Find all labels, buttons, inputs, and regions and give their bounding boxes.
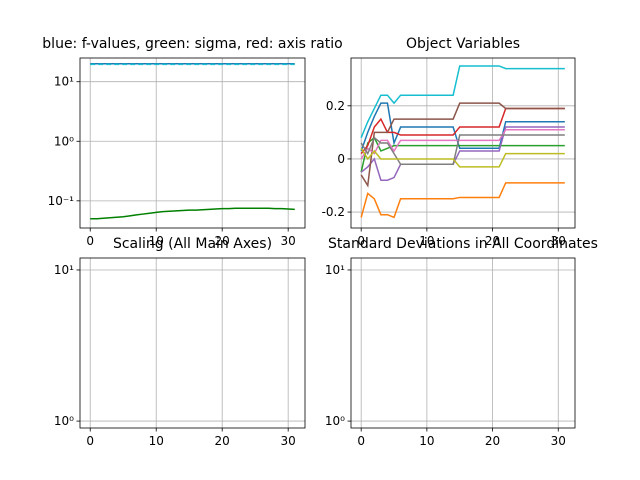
- subplot: blue: f-values, green: sigma, red: axis …: [42, 36, 342, 248]
- y-tick-label: -0.2: [322, 205, 345, 219]
- x-tick-label: 0: [357, 434, 365, 448]
- series-line: [360, 65, 565, 138]
- y-tick-label: 10¹: [325, 263, 345, 277]
- series-line: [360, 126, 565, 181]
- axes-frame: [350, 257, 576, 429]
- x-tick-label: 0: [86, 434, 94, 448]
- x-tick-label: 30: [281, 234, 296, 248]
- x-tick-label: 30: [551, 234, 566, 248]
- axes-frame: [79, 257, 306, 429]
- x-tick-label: 10: [419, 234, 434, 248]
- y-tick-label: 10⁻¹: [48, 194, 75, 208]
- subplot-title: Object Variables: [406, 36, 520, 52]
- axes-frame: [350, 57, 576, 229]
- series-line: [360, 147, 565, 168]
- series-line: [360, 102, 565, 152]
- subplot-title: blue: f-values, green: sigma, red: axis …: [42, 36, 342, 52]
- y-tick-label: 10⁰: [54, 134, 74, 148]
- series-line: [360, 134, 565, 165]
- series-line: [360, 136, 565, 173]
- axes-frame: [79, 57, 306, 229]
- y-tick-label: 0.2: [326, 99, 345, 113]
- series-line: [360, 182, 565, 219]
- y-tick-label: 10¹: [54, 263, 74, 277]
- x-tick-label: 20: [485, 234, 500, 248]
- x-tick-label: 20: [215, 434, 230, 448]
- y-tick-label: 10⁰: [325, 414, 345, 428]
- subplot-title: Standard Deviations in All Coordinates: [328, 236, 598, 252]
- x-tick-label: 20: [215, 234, 230, 248]
- x-tick-label: 10: [149, 434, 164, 448]
- x-tick-label: 30: [281, 434, 296, 448]
- x-tick-label: 20: [485, 434, 500, 448]
- subplot-title: Scaling (All Main Axes): [113, 236, 272, 252]
- series-line: [360, 102, 565, 188]
- x-tick-label: 10: [149, 234, 164, 248]
- x-tick-label: 10: [419, 434, 434, 448]
- subplot: Scaling (All Main Axes) 0 10 20 30 10⁰ 10¹: [54, 236, 306, 448]
- y-tick-label: 10¹: [54, 75, 74, 89]
- x-tick-label: 0: [86, 234, 94, 248]
- x-tick-label: 30: [551, 434, 566, 448]
- y-tick-label: 0: [337, 152, 345, 166]
- series-line: [360, 128, 565, 160]
- y-tick-label: 10⁰: [54, 414, 74, 428]
- series-line: [90, 207, 295, 220]
- x-tick-label: 0: [357, 234, 365, 248]
- subplot: Object Variables 0 10 20 30 -0.2 0 0.2: [322, 36, 576, 248]
